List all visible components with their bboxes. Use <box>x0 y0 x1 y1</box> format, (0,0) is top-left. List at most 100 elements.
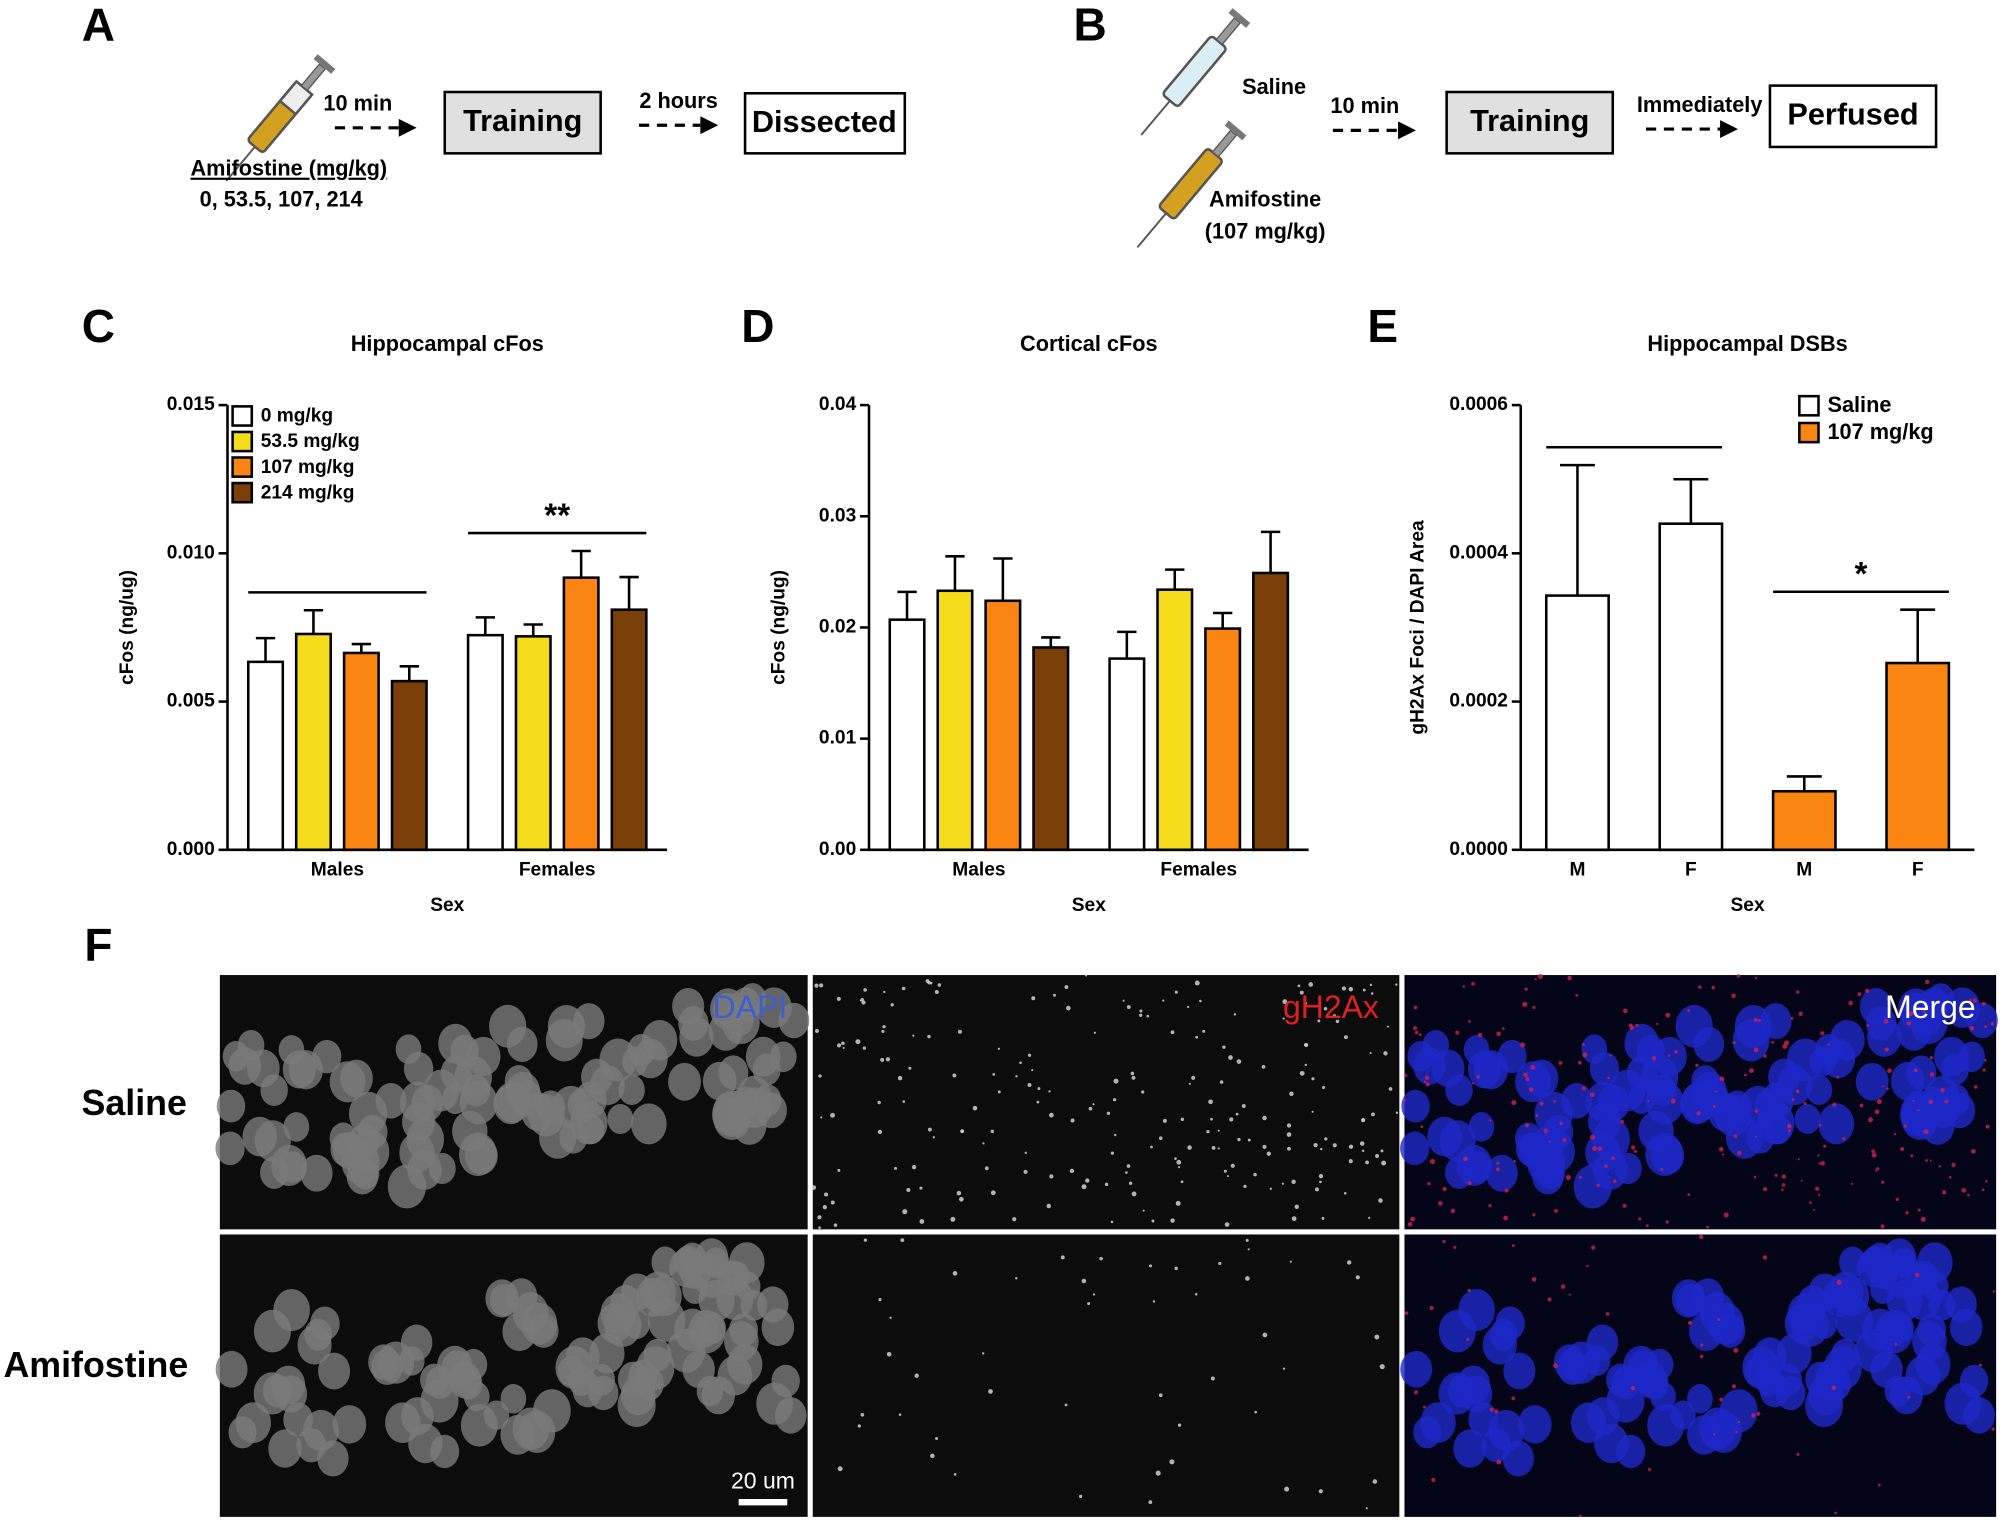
focus-dot <box>1628 1023 1633 1028</box>
focus-dot <box>890 1003 894 1007</box>
focus-dot <box>1139 1009 1143 1013</box>
focus-dot <box>1368 1216 1371 1219</box>
focus-dot <box>1262 1332 1268 1338</box>
arrow-label: Immediately <box>1637 92 1763 117</box>
focus-dot <box>1774 1173 1778 1177</box>
focus-dot <box>1088 1106 1093 1111</box>
focus-dot <box>1749 1068 1754 1074</box>
focus-dot <box>1755 1135 1758 1138</box>
step-label: Dissected <box>752 105 897 139</box>
focus-dot <box>1365 1160 1369 1165</box>
panel-letter: F <box>84 918 112 970</box>
focus-dot <box>1548 1140 1552 1143</box>
focus-dot <box>817 1215 822 1220</box>
focus-dot <box>1494 1409 1499 1414</box>
focus-dot <box>1866 1024 1870 1027</box>
nucleus <box>500 1414 536 1455</box>
nucleus <box>465 1136 498 1175</box>
focus-dot <box>1128 1181 1133 1185</box>
focus-dot <box>1711 985 1715 990</box>
focus-dot <box>1948 1175 1952 1179</box>
focus-dot <box>1195 1035 1199 1039</box>
nucleus <box>1438 1309 1476 1353</box>
focus-dot <box>1717 1318 1721 1321</box>
focus-dot <box>1590 1134 1596 1140</box>
nucleus <box>1467 1050 1502 1089</box>
focus-dot <box>1332 1143 1337 1148</box>
focus-dot <box>927 1127 932 1132</box>
focus-dot <box>1194 1293 1198 1296</box>
focus-dot <box>1604 1164 1608 1168</box>
focus-dot <box>1763 1187 1768 1192</box>
row-label: Amifostine <box>3 1345 188 1385</box>
focus-dot <box>1031 996 1036 1001</box>
focus-dot <box>1208 1099 1213 1105</box>
focus-dot <box>1496 1459 1502 1465</box>
focus-dot <box>1836 1279 1842 1286</box>
focus-dot <box>1647 1099 1650 1103</box>
charts: Hippocampal cFos cFos (ng/ug) Sex 0.000 0.00… <box>117 331 1975 916</box>
focus-dot <box>1575 993 1579 997</box>
nucleus <box>1485 1154 1518 1192</box>
nucleus <box>296 1428 327 1463</box>
focus-dot <box>1978 1363 1982 1367</box>
focus-dot <box>1247 1248 1250 1251</box>
step-box <box>743 92 907 155</box>
focus-dot <box>1414 1030 1419 1035</box>
focus-dot <box>1281 1182 1284 1185</box>
focus-dot <box>1012 1217 1017 1222</box>
focus-dot <box>1850 1182 1854 1186</box>
focus-dot <box>1496 1167 1500 1172</box>
focus-dot <box>1404 1311 1409 1315</box>
focus-dot <box>1126 1164 1131 1168</box>
focus-dot <box>1233 1013 1237 1016</box>
focus-dot <box>1407 1222 1413 1227</box>
bar <box>294 632 332 852</box>
focus-dot <box>877 1129 883 1135</box>
focus-dot <box>1317 1019 1321 1023</box>
y-tick-label: 0.015 <box>167 394 215 415</box>
focus-dot <box>1743 1073 1747 1077</box>
focus-dot <box>1019 1061 1022 1065</box>
focus-dot <box>1940 1088 1945 1093</box>
focus-dot <box>1591 1245 1596 1250</box>
focus-dot <box>934 990 939 995</box>
focus-dot <box>1378 1198 1383 1203</box>
focus-dot <box>1066 1005 1071 1011</box>
focus-dot <box>1699 1354 1704 1359</box>
nucleus <box>500 1383 527 1414</box>
focus-dot <box>836 1043 842 1048</box>
focus-dot <box>937 983 942 987</box>
nucleus <box>1861 1245 1890 1279</box>
y-tick-label: 0.02 <box>819 617 856 638</box>
focus-dot <box>1027 1053 1032 1057</box>
focus-dot <box>1247 1138 1251 1142</box>
x-axis-label: Sex <box>430 895 464 916</box>
focus-dot <box>1318 1173 1324 1179</box>
focus-dot <box>1092 1103 1095 1106</box>
bar <box>1771 789 1837 852</box>
focus-dot <box>1578 1514 1582 1518</box>
focus-dot <box>863 1238 868 1242</box>
focus-dot <box>1796 1452 1800 1456</box>
y-tick-label: 0.005 <box>167 691 215 712</box>
focus-dot <box>1928 1099 1933 1105</box>
focus-dot <box>925 979 930 983</box>
focus-dot <box>1304 1002 1308 1005</box>
focus-dot <box>1737 1420 1741 1424</box>
focus-dot <box>1522 1001 1528 1007</box>
nucleus <box>348 1091 388 1136</box>
focus-dot <box>1381 1160 1387 1166</box>
focus-dot <box>997 1090 1001 1094</box>
focus-dot <box>1559 1121 1563 1125</box>
panel-letter: E <box>1367 300 1398 352</box>
x-tick-label: F <box>1685 859 1697 880</box>
focus-dot <box>1938 1165 1941 1168</box>
focus-dot <box>1052 993 1056 997</box>
focus-dot <box>1511 1244 1515 1247</box>
focus-dot <box>861 1000 866 1005</box>
focus-dot <box>1581 1086 1586 1091</box>
focus-dot <box>1798 1011 1803 1016</box>
nucleus <box>1776 1333 1812 1374</box>
